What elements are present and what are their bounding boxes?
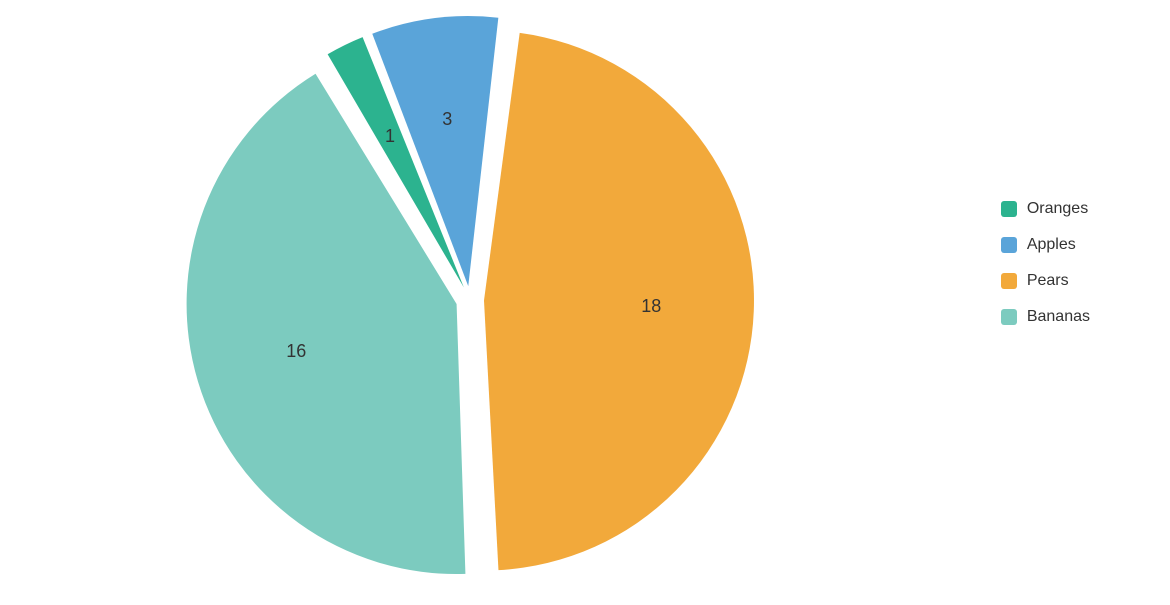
chart-legend: Oranges Apples Pears Bananas [1001, 200, 1090, 326]
slice-label-pears: 18 [641, 296, 661, 316]
legend-label: Apples [1027, 236, 1076, 254]
legend-label: Bananas [1027, 308, 1090, 326]
legend-swatch [1001, 201, 1017, 217]
slice-label-bananas: 16 [286, 341, 306, 361]
legend-swatch [1001, 309, 1017, 325]
slice-label-oranges: 1 [385, 126, 395, 146]
legend-item-bananas[interactable]: Bananas [1001, 308, 1090, 326]
legend-swatch [1001, 237, 1017, 253]
pie-chart-container: 18 16 1 3 [0, 0, 1170, 600]
slice-label-apples: 3 [442, 109, 452, 129]
pie-chart-svg: 18 16 1 3 [0, 0, 1170, 600]
pie-slice-pears[interactable] [484, 33, 754, 570]
legend-item-apples[interactable]: Apples [1001, 236, 1090, 254]
legend-item-oranges[interactable]: Oranges [1001, 200, 1090, 218]
legend-item-pears[interactable]: Pears [1001, 272, 1090, 290]
legend-swatch [1001, 273, 1017, 289]
legend-label: Oranges [1027, 200, 1088, 218]
legend-label: Pears [1027, 272, 1069, 290]
